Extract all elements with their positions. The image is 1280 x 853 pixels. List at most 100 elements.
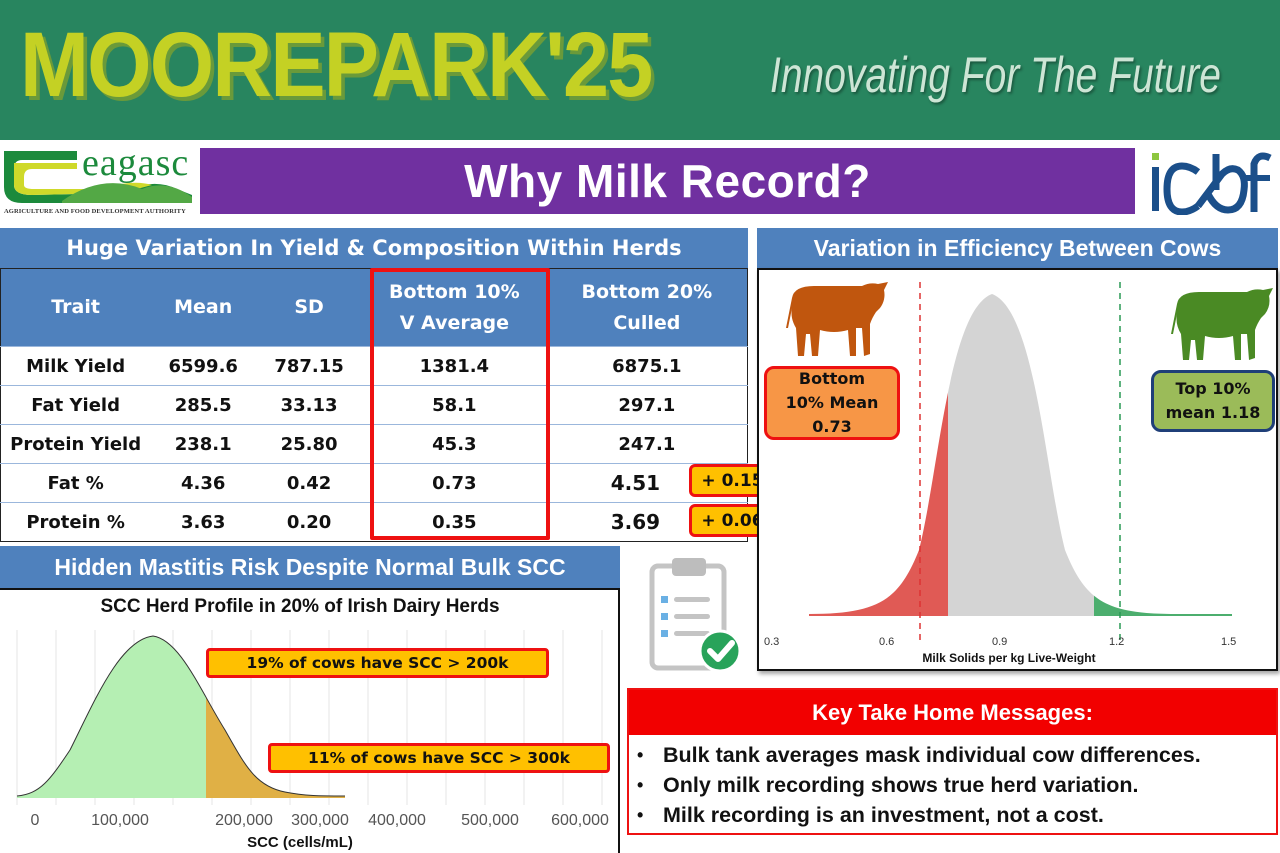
teagasc-wordmark: eagasc: [82, 142, 190, 184]
cell-trait: Protein Yield: [0, 424, 151, 464]
scc-x-tick: 200,000: [215, 812, 273, 829]
column-header-bottom20: Bottom 20% Culled: [546, 268, 748, 347]
scc-x-tick: 100,000: [91, 812, 149, 829]
page-title-banner: Why Milk Record?: [200, 148, 1135, 214]
efficiency-chart-panel: Bottom 10% Mean 0.73 Top 10% mean 1.18 0…: [757, 268, 1278, 671]
key-messages-list: • Bulk tank averages mask individual cow …: [637, 740, 1201, 830]
variation-table-heading-text: Huge Variation In Yield & Composition Wi…: [66, 236, 682, 260]
bottom10-label-line1: Bottom: [798, 369, 866, 388]
efficiency-heading-text: Variation in Efficiency Between Cows: [813, 234, 1222, 261]
efficiency-x-tick: 1.2: [1109, 636, 1125, 648]
top10-label-line2: mean 1.18: [1165, 403, 1261, 422]
event-header: MOOREPARK'25 Innovating For The Future: [0, 0, 1280, 140]
cell-bottom20: 297.1: [546, 385, 748, 425]
variation-table: Trait Mean SD Bottom 10% V Average Botto…: [0, 268, 748, 542]
list-item: • Bulk tank averages mask individual cow …: [637, 740, 1201, 770]
green-cow-icon: [1171, 288, 1273, 360]
page-title: Why Milk Record?: [464, 155, 871, 207]
cell-sd: 0.20: [256, 502, 363, 542]
icbf-logo-icon: [1152, 152, 1272, 216]
cell-bottom10: 1381.4: [362, 346, 547, 386]
cell-bottom10: 0.35: [362, 502, 547, 542]
bottom10-label-line2: 10% Mean: [785, 393, 879, 412]
column-header-bottom10: Bottom 10% V Average: [362, 268, 547, 347]
key-message-text: Bulk tank averages mask individual cow d…: [663, 743, 1201, 767]
cell-bottom10: 0.73: [362, 463, 547, 503]
cell-trait: Fat %: [0, 463, 151, 503]
efficiency-x-tick: 1.5: [1221, 636, 1237, 648]
brand-tagline: Innovating For The Future: [770, 47, 1221, 103]
table-row: Protein % 3.63 0.20 0.35 3.69: [0, 502, 748, 542]
scc-distribution-chart: [16, 630, 603, 805]
bullet-icon: •: [637, 805, 644, 825]
teagasc-logo: eagasc: [2, 142, 194, 217]
mastitis-heading-text: Hidden Mastitis Risk Despite Normal Bulk…: [54, 553, 566, 580]
efficiency-x-tick: 0.6: [879, 636, 895, 648]
brand-title: MOOREPARK'25: [20, 14, 653, 116]
cell-bottom20: 6875.1: [546, 346, 748, 386]
key-messages-panel: Key Take Home Messages: • Bulk tank avera…: [627, 688, 1278, 835]
teagasc-subtitle: Agriculture and Food Development Authori…: [4, 208, 186, 215]
efficiency-heading: Variation in Efficiency Between Cows: [757, 228, 1278, 268]
cell-sd: 787.15: [256, 346, 363, 386]
efficiency-x-tick: 0.3: [764, 636, 780, 648]
bottom10-mean-label: Bottom 10% Mean 0.73: [764, 366, 900, 440]
column-header-bottom10-line2: V Average: [399, 311, 510, 334]
scc-chart-title: SCC Herd Profile in 20% of Irish Dairy H…: [100, 596, 500, 617]
brown-cow-icon: [786, 282, 888, 356]
cell-trait: Protein %: [0, 502, 151, 542]
cell-sd: 0.42: [256, 463, 363, 503]
efficiency-x-tick: 0.9: [992, 636, 1008, 648]
icbf-logo: [1150, 150, 1275, 216]
efficiency-distribution-chart: [809, 282, 1232, 642]
table-row: Fat % 4.36 0.42 0.73 4.51: [0, 463, 748, 503]
scc-x-tick: 0: [30, 812, 40, 829]
cell-bottom20-value: 4.51: [610, 471, 661, 495]
cell-trait: Fat Yield: [0, 385, 151, 425]
top10-label-line1: Top 10%: [1175, 379, 1251, 398]
scc-x-tick: 300,000: [291, 812, 349, 829]
table-row: Milk Yield 6599.6 787.15 1381.4 6875.1: [0, 346, 748, 386]
scc-x-tick: 400,000: [368, 812, 426, 829]
key-message-text: Only milk recording shows true herd vari…: [663, 773, 1139, 797]
variation-table-heading: Huge Variation In Yield & Composition Wi…: [0, 228, 748, 268]
cell-mean: 4.36: [150, 463, 257, 503]
scc-x-tick: 600,000: [551, 812, 609, 829]
cell-sd: 25.80: [256, 424, 363, 464]
cell-bottom20-value: 3.69: [610, 510, 661, 534]
cell-sd: 33.13: [256, 385, 363, 425]
key-messages-heading: Key Take Home Messages:: [629, 690, 1276, 735]
list-item: • Only milk recording shows true herd var…: [637, 770, 1201, 800]
cell-mean: 238.1: [150, 424, 257, 464]
bullet-icon: •: [637, 775, 644, 795]
scc-200k-annotation: 19% of cows have SCC > 200k: [206, 648, 549, 678]
bullet-icon: •: [637, 745, 644, 765]
table-row: Fat Yield 285.5 33.13 58.1 297.1: [0, 385, 748, 425]
list-item: • Milk recording is an investment, not a …: [637, 800, 1201, 830]
cell-mean: 285.5: [150, 385, 257, 425]
bottom10-label-line3: 0.73: [812, 417, 852, 436]
cell-mean: 3.63: [150, 502, 257, 542]
column-header-bottom10-line1: Bottom 10%: [389, 280, 520, 303]
scc-300k-annotation: 11% of cows have SCC > 300k: [268, 743, 610, 773]
table-header-row: Trait Mean SD Bottom 10% V Average Botto…: [0, 268, 748, 347]
key-message-text: Milk recording is an investment, not a c…: [663, 803, 1104, 827]
clipboard-check-icon: [649, 558, 742, 673]
cell-bottom10: 58.1: [362, 385, 547, 425]
efficiency-x-label: Milk Solids per kg Live-Weight: [922, 651, 1096, 665]
cell-bottom10: 45.3: [362, 424, 547, 464]
mastitis-heading: Hidden Mastitis Risk Despite Normal Bulk…: [0, 546, 620, 588]
scc-x-label: SCC (cells/mL): [247, 834, 353, 851]
top10-mean-label: Top 10% mean 1.18: [1151, 370, 1275, 432]
column-header-bottom20-line1: Bottom 20%: [581, 280, 713, 303]
cell-bottom20: 247.1: [546, 424, 748, 464]
scc-x-tick: 500,000: [461, 812, 519, 829]
scc-chart-panel: SCC Herd Profile in 20% of Irish Dairy H…: [0, 588, 620, 853]
teagasc-swoosh-icon: [4, 151, 192, 203]
column-header-trait: Trait: [0, 268, 151, 347]
column-header-bottom20-line2: Culled: [613, 311, 681, 334]
table-row: Protein Yield 238.1 25.80 45.3 247.1: [0, 424, 748, 464]
cell-trait: Milk Yield: [0, 346, 151, 386]
column-header-sd: SD: [256, 268, 363, 347]
cell-mean: 6599.6: [150, 346, 257, 386]
